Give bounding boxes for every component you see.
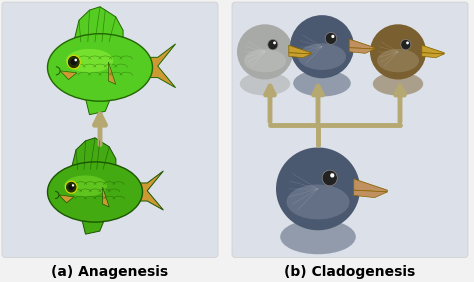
Polygon shape: [74, 7, 123, 42]
Ellipse shape: [244, 49, 286, 72]
Circle shape: [74, 59, 77, 61]
Ellipse shape: [66, 49, 113, 72]
Polygon shape: [60, 71, 77, 80]
Ellipse shape: [47, 34, 153, 101]
Text: (b) Cladogenesis: (b) Cladogenesis: [284, 265, 416, 279]
Ellipse shape: [290, 15, 354, 78]
Circle shape: [273, 41, 276, 44]
Polygon shape: [84, 93, 113, 115]
Ellipse shape: [370, 24, 426, 80]
Circle shape: [330, 173, 334, 178]
Ellipse shape: [280, 219, 356, 254]
Polygon shape: [71, 138, 116, 169]
FancyBboxPatch shape: [2, 2, 218, 257]
Circle shape: [401, 39, 411, 50]
Text: (a) Anagenesis: (a) Anagenesis: [52, 265, 169, 279]
Ellipse shape: [64, 175, 107, 197]
Polygon shape: [109, 62, 116, 84]
Polygon shape: [81, 215, 106, 234]
Polygon shape: [422, 53, 444, 58]
Polygon shape: [59, 195, 74, 203]
Circle shape: [71, 59, 77, 65]
Ellipse shape: [373, 72, 423, 96]
Ellipse shape: [47, 162, 143, 222]
Polygon shape: [147, 44, 175, 88]
Polygon shape: [349, 48, 375, 53]
Circle shape: [65, 181, 77, 193]
Polygon shape: [289, 45, 311, 54]
FancyBboxPatch shape: [232, 2, 468, 257]
Ellipse shape: [298, 43, 346, 70]
Polygon shape: [354, 190, 387, 198]
Ellipse shape: [276, 147, 360, 230]
Polygon shape: [289, 53, 311, 58]
Ellipse shape: [293, 70, 351, 96]
Circle shape: [268, 39, 278, 50]
Circle shape: [67, 55, 80, 69]
Circle shape: [331, 35, 335, 38]
Polygon shape: [422, 45, 444, 54]
Polygon shape: [102, 187, 109, 207]
Circle shape: [322, 170, 337, 186]
Circle shape: [325, 32, 337, 44]
Circle shape: [406, 41, 409, 44]
Ellipse shape: [286, 184, 349, 219]
Ellipse shape: [237, 24, 293, 80]
Ellipse shape: [240, 72, 290, 96]
Circle shape: [72, 184, 74, 187]
Polygon shape: [354, 179, 387, 192]
Polygon shape: [138, 171, 164, 210]
Circle shape: [68, 184, 74, 190]
Ellipse shape: [377, 49, 419, 72]
Polygon shape: [349, 39, 375, 49]
